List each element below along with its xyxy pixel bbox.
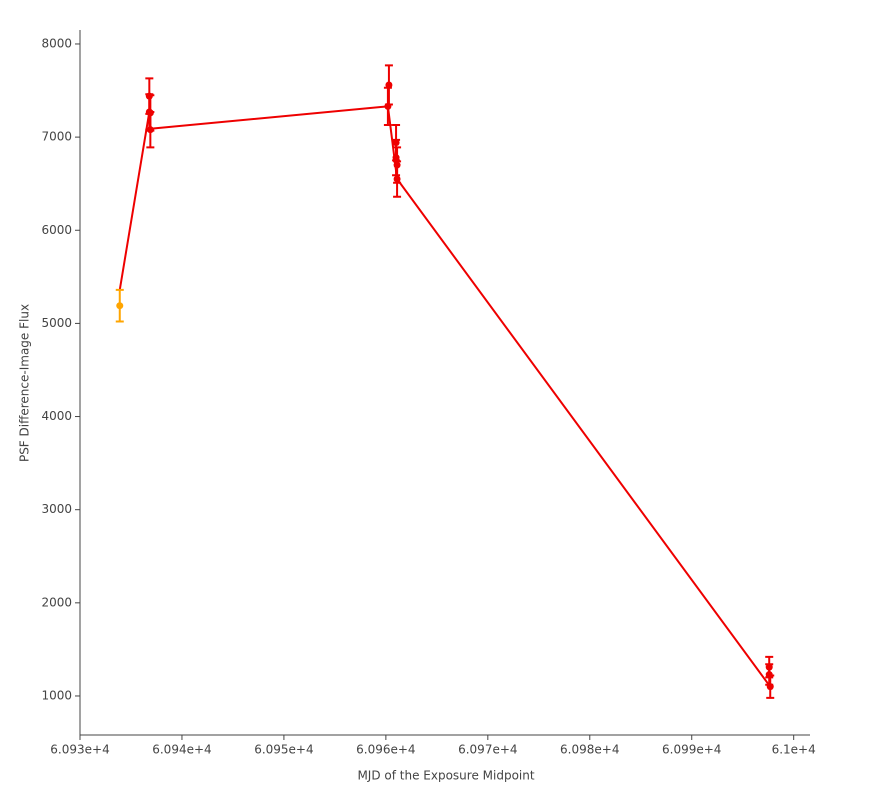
y-tick-label: 7000	[41, 130, 72, 144]
x-tick-label: 6.096e+4	[356, 743, 415, 757]
x-tick-label: 6.099e+4	[662, 743, 721, 757]
marker	[146, 126, 154, 134]
marker	[766, 683, 774, 691]
x-tick-label: 6.095e+4	[254, 743, 313, 757]
y-tick-label: 3000	[41, 502, 72, 516]
y-tick-label: 5000	[41, 316, 72, 330]
x-tick-label: 6.094e+4	[152, 743, 211, 757]
marker	[385, 81, 393, 89]
y-tick-label: 4000	[41, 409, 72, 423]
marker	[393, 175, 401, 183]
x-tick-label: 6.098e+4	[560, 743, 619, 757]
x-tick-label: 6.097e+4	[458, 743, 517, 757]
x-axis-label: MJD of the Exposure Midpoint	[357, 769, 534, 783]
y-tick-label: 6000	[41, 223, 72, 237]
y-tick-label: 1000	[41, 688, 72, 702]
marker	[392, 154, 400, 162]
y-tick-label: 2000	[41, 595, 72, 609]
x-tick-label: 6.093e+4	[50, 743, 109, 757]
x-tick-label: 6.1e+4	[772, 743, 816, 757]
y-tick-label: 8000	[41, 36, 72, 50]
line	[118, 105, 772, 688]
marker	[116, 302, 124, 310]
y-axis-label: PSF Difference-Image Flux	[18, 304, 32, 462]
